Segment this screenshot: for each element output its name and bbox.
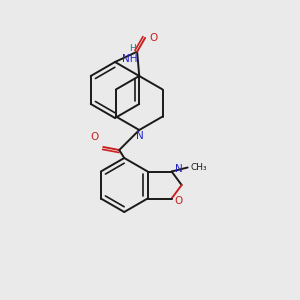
Text: N: N bbox=[175, 164, 182, 175]
Text: NH: NH bbox=[122, 54, 137, 64]
Text: O: O bbox=[149, 33, 158, 43]
Text: O: O bbox=[175, 196, 183, 206]
Text: N: N bbox=[136, 131, 144, 141]
Text: CH₃: CH₃ bbox=[190, 163, 207, 172]
Text: H: H bbox=[129, 44, 136, 53]
Text: O: O bbox=[90, 132, 98, 142]
